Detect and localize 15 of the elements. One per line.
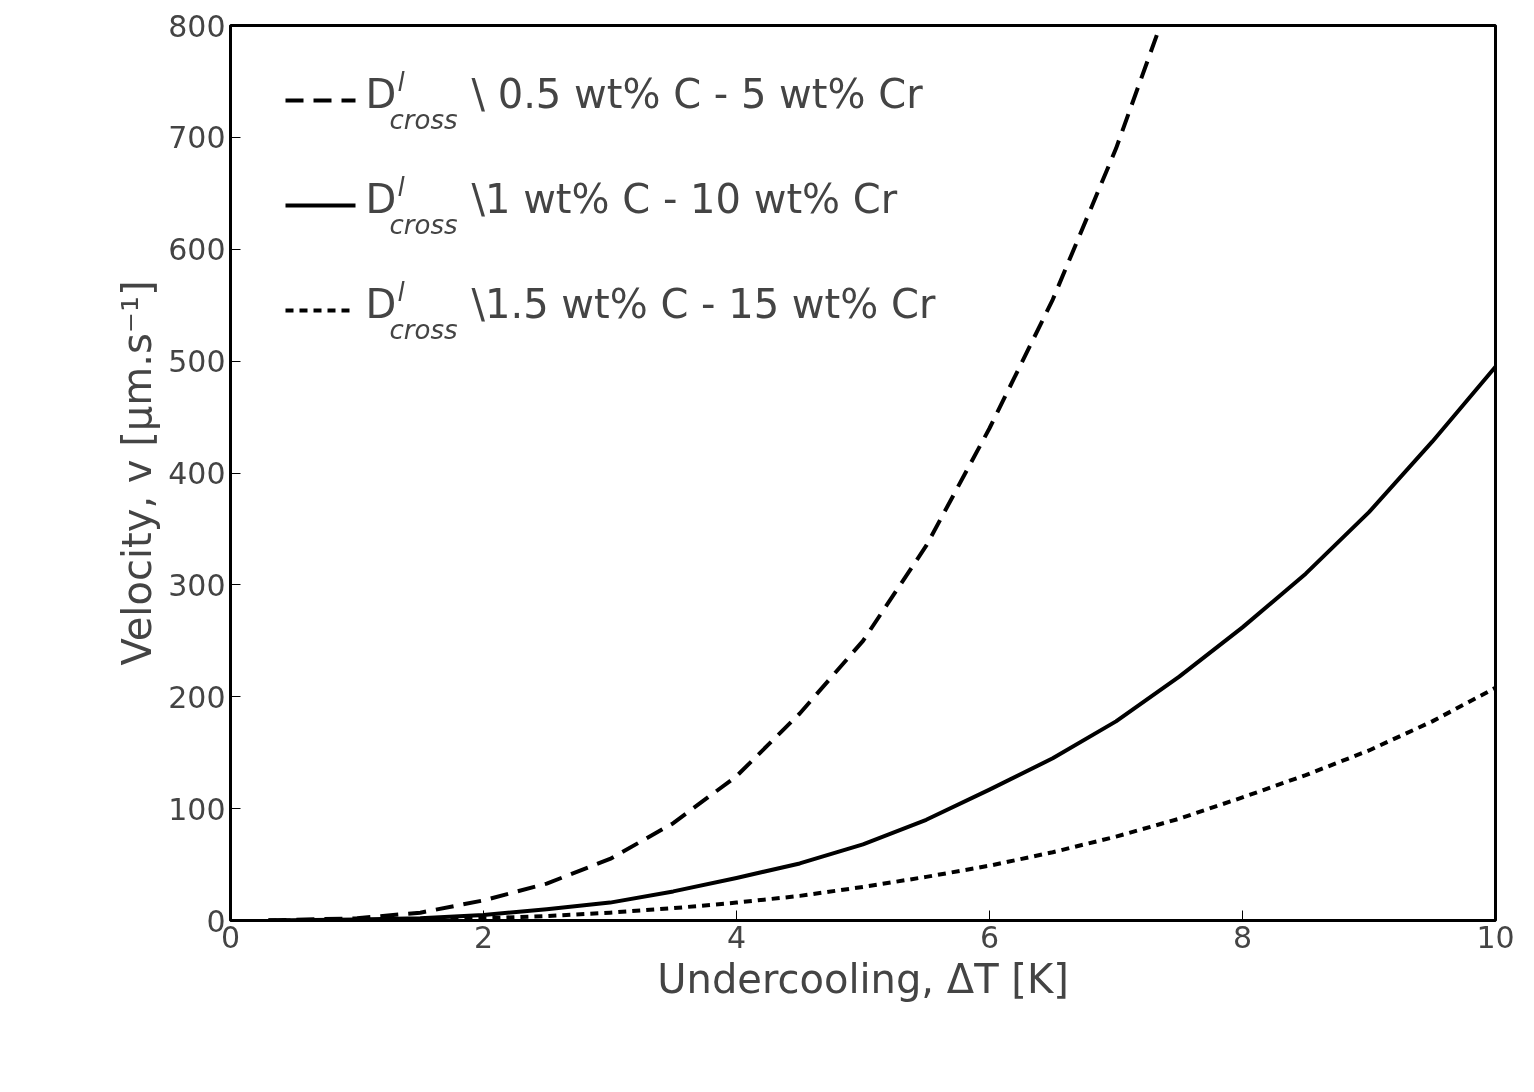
y-axis-title: Velocity, v [μm.s⁻¹] (114, 280, 161, 666)
x-tick-label: 10 (1476, 919, 1515, 955)
y-tick-label: 100 (168, 791, 226, 827)
x-tick-label: 4 (726, 919, 747, 955)
y-tick-label: 500 (168, 344, 226, 380)
x-axis-title: Undercooling, ΔT [K] (657, 955, 1069, 1002)
y-tick-label: 200 (168, 679, 226, 715)
x-tick-label: 6 (979, 919, 1000, 955)
y-tick-label: 400 (168, 456, 226, 491)
y-tick-label: 700 (168, 120, 226, 156)
y-tick-label: 800 (168, 8, 226, 44)
x-tick-label: 8 (1232, 919, 1253, 955)
y-tick-label: 600 (168, 232, 226, 268)
x-tick-label: 2 (473, 919, 494, 955)
y-tick-label: 300 (168, 567, 226, 603)
